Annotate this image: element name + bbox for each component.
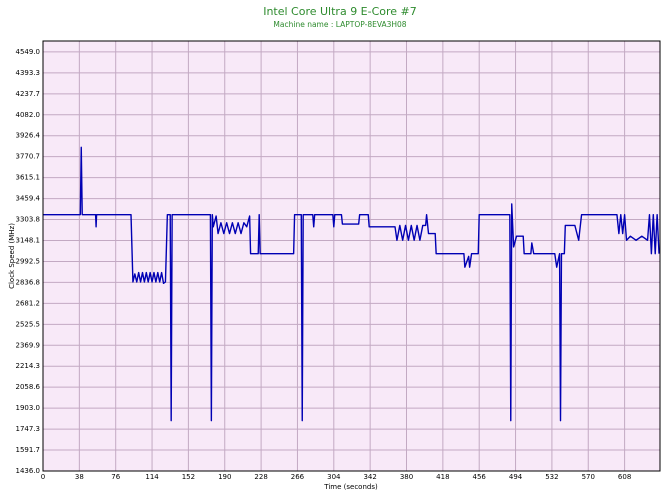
y-axis-label: Clock Speed (MHz) <box>8 223 16 289</box>
y-tick-label: 2214.3 <box>16 362 41 370</box>
y-tick-label: 3770.7 <box>16 153 41 161</box>
chart-title: Intel Core Ultra 9 E-Core #7 <box>263 5 417 18</box>
y-tick-label: 1436.0 <box>16 467 41 475</box>
x-tick-label: 76 <box>111 473 120 481</box>
y-tick-label: 2058.6 <box>16 383 41 391</box>
y-tick-label: 1903.0 <box>16 404 41 412</box>
y-tick-label: 3615.1 <box>16 174 41 182</box>
x-tick-label: 532 <box>545 473 558 481</box>
x-tick-label: 266 <box>291 473 305 481</box>
x-tick-label: 304 <box>327 473 341 481</box>
y-tick-label: 1747.3 <box>16 425 41 433</box>
x-tick-label: 38 <box>75 473 84 481</box>
y-tick-label: 2369.9 <box>16 341 41 349</box>
y-tick-label: 4393.3 <box>16 69 41 77</box>
x-tick-label: 608 <box>618 473 631 481</box>
x-tick-label: 456 <box>473 473 487 481</box>
y-tick-label: 1591.7 <box>16 446 41 454</box>
plot-border <box>42 40 661 472</box>
y-tick-label: 2525.5 <box>16 320 41 328</box>
y-tick-label: 4082.0 <box>16 111 41 119</box>
x-tick-label: 494 <box>509 473 523 481</box>
y-tick-label: 4549.0 <box>16 48 41 56</box>
data-line <box>43 146 660 422</box>
x-tick-label: 114 <box>145 473 159 481</box>
x-axis-label: Time (seconds) <box>323 483 378 491</box>
x-tick-label: 0 <box>41 473 45 481</box>
x-tick-label: 190 <box>218 473 231 481</box>
x-tick-label: 570 <box>582 473 595 481</box>
x-tick-label: 380 <box>400 473 413 481</box>
y-tick-label: 3148.1 <box>16 237 41 245</box>
x-tick-label: 152 <box>182 473 195 481</box>
chart-subtitle: Machine name : LAPTOP-8EVA3H08 <box>273 20 406 29</box>
y-tick-label: 3926.4 <box>16 132 41 140</box>
x-tick-label: 342 <box>363 473 376 481</box>
y-tick-label: 2836.8 <box>16 278 41 286</box>
x-tick-label: 418 <box>436 473 449 481</box>
y-tick-label: 2681.2 <box>16 299 41 307</box>
y-tick-label: 2992.5 <box>16 257 41 265</box>
y-tick-label: 3459.4 <box>16 195 41 203</box>
plot-area <box>43 41 660 471</box>
y-tick-label: 3303.8 <box>16 216 41 224</box>
y-tick-label: 4237.7 <box>16 90 41 98</box>
x-tick-label: 228 <box>254 473 267 481</box>
